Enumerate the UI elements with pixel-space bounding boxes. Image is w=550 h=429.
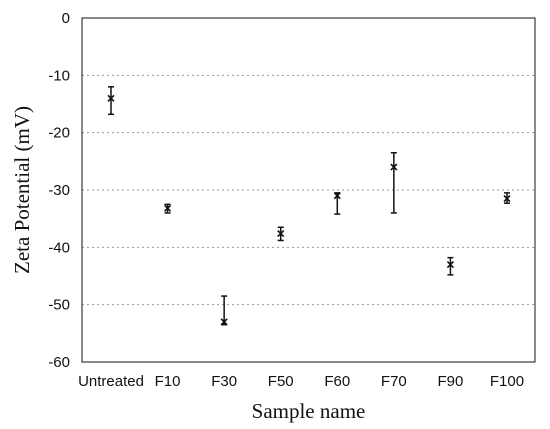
point-marker [390,163,398,171]
point-marker [503,195,511,203]
data-point [107,86,115,116]
y-tick-labels: 0 -10 -20 -30 -40 -50 -60 [48,10,70,371]
x-tick-label: F100 [490,373,524,390]
data-point [277,226,285,242]
data-point [333,192,341,215]
x-tick-label: F90 [437,373,463,390]
y-tick-label: -30 [48,182,70,199]
data-points [107,86,511,326]
data-point [220,295,228,326]
x-tick-label: F30 [211,373,237,390]
point-marker [220,318,228,326]
y-tick-label: -10 [48,67,70,84]
point-marker [446,260,454,269]
x-tick-label: F60 [324,373,350,390]
data-point [390,151,398,214]
plot-frame [81,17,536,363]
data-point [503,192,511,204]
data-point [446,256,454,276]
x-tick-label: F50 [268,373,294,390]
x-tick-label: Untreated [78,373,144,390]
gridlines [82,74,535,306]
point-marker [333,192,341,200]
y-tick-label: -50 [48,297,70,314]
y-tick-label: -20 [48,125,70,142]
y-tick-label: -40 [48,239,70,256]
y-axis-title: Zeta Potential (mV) [10,106,34,274]
point-marker [107,94,115,102]
point-marker [277,230,285,238]
y-tick-label: 0 [62,10,70,27]
x-tick-label: F70 [381,373,407,390]
data-point [164,203,172,214]
y-tick-label: -60 [48,354,70,371]
x-tick-labels: Untreated F10 F30 F50 F60 F70 F90 F100 [78,373,524,390]
point-marker [164,204,172,212]
x-tick-label: F10 [155,373,181,390]
x-axis-title: Sample name [252,399,366,423]
